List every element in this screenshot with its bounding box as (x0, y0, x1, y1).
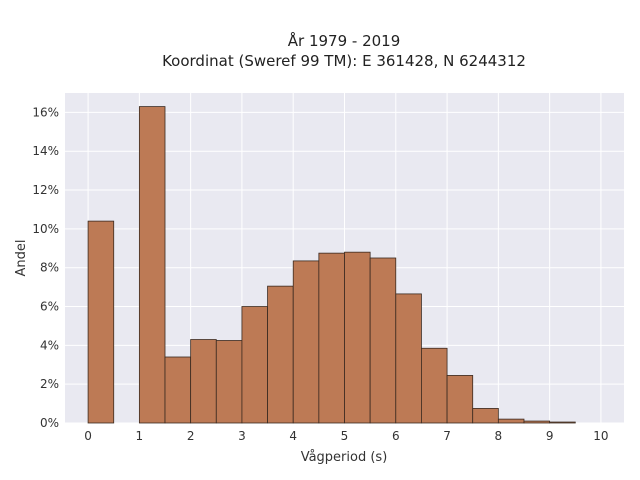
histogram-bar-0 (87, 220, 115, 424)
x-tick-label-3: 3 (238, 429, 246, 443)
y-tick-label-5: 10% (32, 222, 59, 236)
histogram-bar-6 (241, 306, 268, 424)
y-tick-label-4: 8% (40, 261, 59, 275)
x-tick-label-7: 7 (443, 429, 451, 443)
x-tick-label-9: 9 (546, 429, 554, 443)
histogram-bar-17 (523, 420, 551, 424)
y-tick-label-3: 6% (40, 300, 59, 314)
x-tick-label-8: 8 (495, 429, 503, 443)
histogram-bar-7 (267, 285, 294, 424)
bars (87, 106, 576, 424)
y-tick-label-6: 12% (32, 183, 59, 197)
x-ticks: 0 1 2 3 4 5 6 7 8 9 10 (84, 429, 608, 443)
y-tick-label-7: 14% (32, 144, 59, 158)
histogram-bar-2 (138, 106, 166, 424)
histogram-bar-16 (497, 418, 525, 424)
y-tick-label-2: 4% (40, 338, 59, 352)
histogram-bar-9 (318, 252, 345, 424)
x-axis-label: Vågperiod (s) (301, 450, 388, 465)
histogram-bar-11 (369, 257, 397, 424)
y-tick-label-1: 2% (40, 377, 59, 391)
histogram-bar-5 (215, 340, 243, 424)
y-tick-label-0: 0% (40, 416, 59, 430)
x-tick-label-4: 4 (289, 429, 297, 443)
chart-title-line-2: Koordinat (Sweref 99 TM): E 361428, N 62… (162, 52, 526, 70)
x-tick-label-2: 2 (187, 429, 195, 443)
x-tick-label-10: 10 (593, 429, 608, 443)
x-tick-label-6: 6 (392, 429, 400, 443)
y-axis-label: Andel (14, 240, 29, 277)
x-tick-label-5: 5 (341, 429, 349, 443)
y-tick-label-8: 16% (32, 105, 59, 119)
y-ticks: 0% 2% 4% 6% 8% 10% 12% 14% 16% (32, 105, 59, 430)
histogram-bar-13 (421, 347, 448, 424)
histogram-bar-8 (292, 260, 320, 424)
histogram-bar-14 (446, 375, 474, 424)
histogram-bar-3 (164, 356, 192, 424)
histogram-bar-15 (472, 408, 499, 424)
histogram-bar-12 (395, 293, 422, 424)
x-tick-label-1: 1 (136, 429, 144, 443)
histogram-bar-18 (549, 421, 576, 424)
histogram-bar-10 (344, 251, 371, 424)
x-tick-label-0: 0 (84, 429, 92, 443)
histogram-bar-4 (190, 339, 217, 424)
chart-title-line-1: År 1979 - 2019 (288, 31, 401, 50)
